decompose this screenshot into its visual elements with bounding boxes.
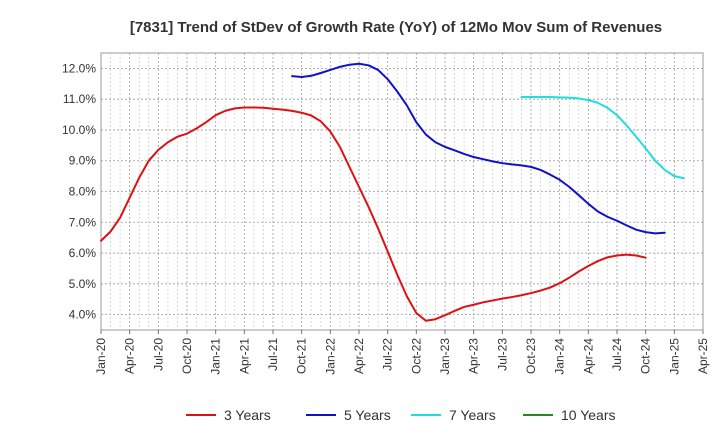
- x-tick-label: Oct-24: [639, 338, 653, 374]
- legend-label: 7 Years: [449, 407, 496, 423]
- x-tick-label: Apr-20: [123, 338, 137, 374]
- x-tick-label: Apr-24: [581, 338, 595, 374]
- series-line-7-years: [520, 96, 685, 180]
- x-tick-label: Jan-22: [323, 338, 337, 375]
- x-tick-label: Jul-23: [495, 338, 509, 371]
- y-tick-label: 6.0%: [69, 246, 97, 260]
- series-line-3-years: [100, 106, 647, 322]
- legend-label: 10 Years: [561, 407, 616, 423]
- x-tick-label: Jan-24: [553, 338, 567, 375]
- x-tick-label: Jul-22: [381, 338, 395, 371]
- x-tick-label: Jul-24: [610, 338, 624, 371]
- x-tick-label: Jan-25: [667, 338, 681, 375]
- axis-layer: 4.0% 5.0% 6.0% 7.0% 8.0% 9.0% 10.0% 11.0% 12.0% J…: [62, 61, 710, 374]
- x-tick-label: Jan-20: [94, 338, 108, 375]
- x-tick-label: Apr-25: [696, 338, 710, 374]
- x-tick-label: Oct-20: [180, 338, 194, 374]
- x-tick-label: Oct-23: [524, 338, 538, 374]
- series-layer: [100, 62, 685, 322]
- x-tick-label: Apr-22: [352, 338, 366, 374]
- y-tick-label: 4.0%: [69, 308, 97, 322]
- x-tick-label: Apr-21: [237, 338, 251, 374]
- legend: 3 Years 5 Years 7 Years 10 Years: [186, 407, 616, 423]
- x-tick-label: Jul-20: [151, 338, 165, 371]
- x-tick-label: Jan-21: [209, 338, 223, 375]
- y-tick-label: 12.0%: [62, 61, 96, 75]
- y-tick-label: 8.0%: [69, 185, 97, 199]
- legend-label: 3 Years: [224, 407, 271, 423]
- y-tick-label: 7.0%: [69, 215, 97, 229]
- x-tick-label: Oct-22: [409, 338, 423, 374]
- x-tick-label: Apr-23: [467, 338, 481, 374]
- grid-layer: [101, 53, 703, 330]
- y-tick-label: 11.0%: [63, 92, 96, 106]
- y-tick-label: 10.0%: [62, 123, 96, 137]
- y-tick-label: 5.0%: [69, 277, 97, 291]
- y-tick-label: 9.0%: [69, 154, 97, 168]
- legend-label: 5 Years: [344, 407, 391, 423]
- series-line-5-years: [291, 62, 666, 235]
- x-tick-label: Jul-21: [266, 338, 280, 371]
- chart-title: [7831] Trend of StDev of Growth Rate (Yo…: [130, 19, 662, 36]
- x-tick-label: Oct-21: [295, 338, 309, 374]
- x-tick-label: Jan-23: [438, 338, 452, 375]
